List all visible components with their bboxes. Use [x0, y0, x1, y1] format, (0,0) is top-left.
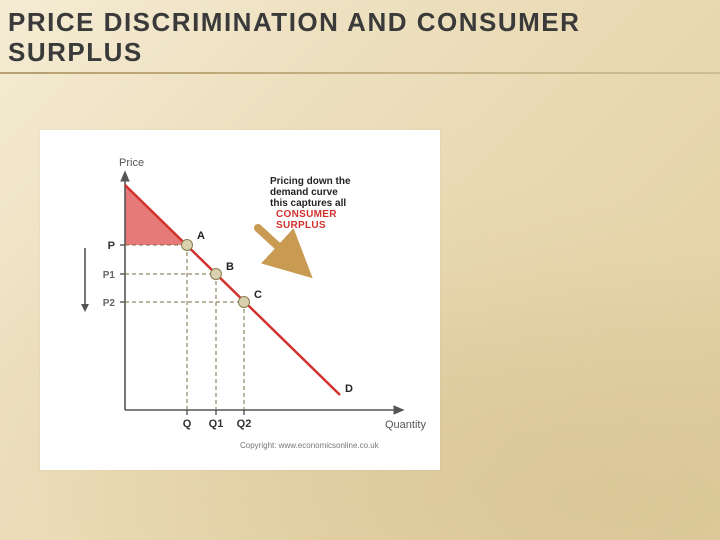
qty-label-Q2: Q2: [237, 418, 252, 430]
demand-label: D: [345, 383, 353, 395]
title-underline: [0, 72, 720, 74]
callout-line: demand curve: [270, 187, 338, 198]
callout-line: this captures all: [270, 198, 346, 209]
point-label-C: C: [254, 289, 262, 301]
point-C: [239, 297, 250, 308]
qty-label-Q: Q: [183, 418, 192, 430]
price-label-P: P: [108, 240, 115, 252]
point-A: [182, 240, 193, 251]
callout-red-line: CONSUMER: [276, 209, 337, 220]
x-axis-label: Quantity: [385, 419, 426, 431]
point-label-A: A: [197, 230, 205, 242]
y-axis-label: Price: [119, 157, 144, 169]
diagram-svg: Price Quantity P P1 P2 Q Q1 Q2 D A B C Pricing down …: [40, 130, 440, 470]
point-label-B: B: [226, 261, 234, 273]
price-label-P1: P1: [103, 270, 116, 281]
point-B: [211, 269, 222, 280]
callout-red-line: SURPLUS: [276, 220, 326, 231]
copyright-text: Copyright: www.economicsonline.co.uk: [240, 441, 380, 450]
price-down-arrowhead: [81, 304, 89, 312]
callout-line: Pricing down the: [270, 176, 351, 187]
pricing-down-arrow: [258, 228, 295, 262]
page-title: PRICE DISCRIMINATION AND CONSUMER SURPLU…: [8, 8, 720, 68]
price-label-P2: P2: [103, 298, 116, 309]
qty-label-Q1: Q1: [209, 418, 224, 430]
economics-diagram: Price Quantity P P1 P2 Q Q1 Q2 D A B C Pricing down …: [40, 130, 440, 470]
